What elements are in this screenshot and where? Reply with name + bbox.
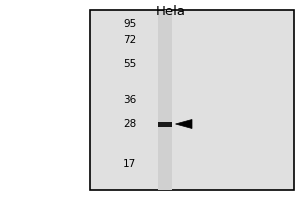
Bar [158,10,172,190]
Text: Hela: Hela [156,5,186,18]
Text: 28: 28 [123,119,136,129]
Text: 95: 95 [123,19,136,29]
Text: 36: 36 [123,95,136,105]
Text: 17: 17 [123,159,136,169]
Bar [158,121,172,127]
Polygon shape [176,119,192,129]
Bar [90,10,294,190]
Text: 55: 55 [123,59,136,69]
Text: 72: 72 [123,35,136,45]
